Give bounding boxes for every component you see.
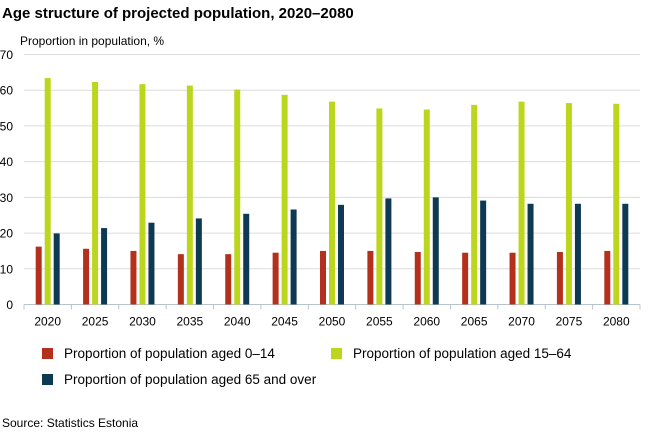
bar-2030-series-0 — [130, 250, 137, 305]
source-note: Source: Statistics Estonia — [2, 416, 139, 430]
x-tick-label: 2030 — [129, 315, 156, 329]
x-tick-label: 2045 — [271, 315, 298, 329]
bar-2040-series-1 — [234, 89, 241, 305]
bar-2020-series-2 — [53, 233, 60, 305]
bar-2080-series-0 — [604, 250, 611, 305]
bar-2080-series-2 — [622, 203, 629, 305]
x-tick-label: 2075 — [556, 315, 583, 329]
legend-label: Proportion of population aged 0–14 — [64, 346, 275, 361]
y-tick-label: 40 — [0, 155, 13, 169]
bar-2070-series-1 — [518, 101, 525, 305]
legend-item-15-64: Proportion of population aged 15–64 — [331, 346, 571, 361]
legend-item-0-14: Proportion of population aged 0–14 — [42, 346, 275, 361]
bar-2020-series-1 — [44, 78, 51, 305]
bar-2065-series-1 — [471, 104, 478, 305]
y-axis-label: Proportion in population, % — [20, 34, 165, 48]
y-tick-label: 20 — [0, 227, 13, 241]
x-tick-label: 2065 — [461, 315, 488, 329]
bar-2070-series-0 — [509, 252, 516, 305]
y-tick-label: 30 — [0, 191, 13, 205]
bar-2035-series-2 — [195, 218, 202, 305]
legend-item-65-over: Proportion of population aged 65 and ove… — [42, 372, 316, 387]
x-tick-label: 2055 — [366, 315, 393, 329]
legend-swatch — [331, 348, 342, 359]
x-tick-label: 2025 — [82, 315, 109, 329]
bar-2055-series-1 — [376, 108, 383, 305]
bar-2065-series-2 — [480, 200, 487, 305]
bar-2025-series-2 — [101, 228, 108, 305]
bar-2075-series-0 — [556, 252, 563, 305]
bar-2060-series-2 — [432, 197, 439, 305]
x-tick-label: 2050 — [319, 315, 346, 329]
x-tick-label: 2080 — [603, 315, 630, 329]
bar-2065-series-0 — [462, 252, 469, 305]
bar-2045-series-2 — [290, 209, 297, 305]
bar-2060-series-0 — [414, 252, 421, 305]
bar-2040-series-2 — [243, 213, 250, 305]
x-tick-label: 2070 — [508, 315, 535, 329]
x-tick-label: 2040 — [224, 315, 251, 329]
bar-2050-series-0 — [320, 250, 326, 305]
y-tick-label: 70 — [0, 48, 13, 62]
bar-2025-series-1 — [92, 82, 99, 305]
bar-2060-series-1 — [423, 109, 430, 305]
legend-swatch — [42, 374, 53, 385]
bar-2040-series-0 — [225, 254, 232, 305]
bar-2045-series-0 — [272, 252, 279, 305]
bar-2070-series-2 — [527, 203, 534, 305]
bar-2075-series-1 — [565, 103, 572, 305]
y-tick-label: 50 — [0, 119, 13, 133]
bar-2025-series-0 — [83, 248, 90, 305]
bar-2035-series-1 — [186, 85, 193, 305]
x-tick-label: 2060 — [413, 315, 440, 329]
y-tick-label: 60 — [0, 84, 13, 98]
x-tick-label: 2035 — [176, 315, 203, 329]
bar-2030-series-2 — [148, 222, 155, 305]
bar-2020-series-0 — [35, 246, 42, 305]
legend-label: Proportion of population aged 15–64 — [353, 346, 572, 361]
legend-swatch — [42, 348, 53, 359]
y-tick-label: 10 — [0, 262, 13, 276]
bar-2050-series-1 — [329, 101, 335, 305]
bar-2055-series-0 — [367, 250, 374, 305]
bar-2080-series-1 — [613, 103, 620, 305]
bar-2075-series-2 — [574, 203, 581, 305]
bar-2030-series-1 — [139, 84, 146, 305]
legend-label: Proportion of population aged 65 and ove… — [64, 372, 317, 387]
y-tick-label: 0 — [6, 298, 13, 312]
x-tick-label: 2020 — [34, 315, 61, 329]
bar-2035-series-0 — [177, 254, 184, 305]
chart-title: Age structure of projected population, 2… — [2, 5, 354, 22]
bar-2045-series-1 — [281, 94, 288, 305]
bar-2055-series-2 — [385, 198, 392, 305]
bar-2050-series-2 — [338, 204, 344, 305]
